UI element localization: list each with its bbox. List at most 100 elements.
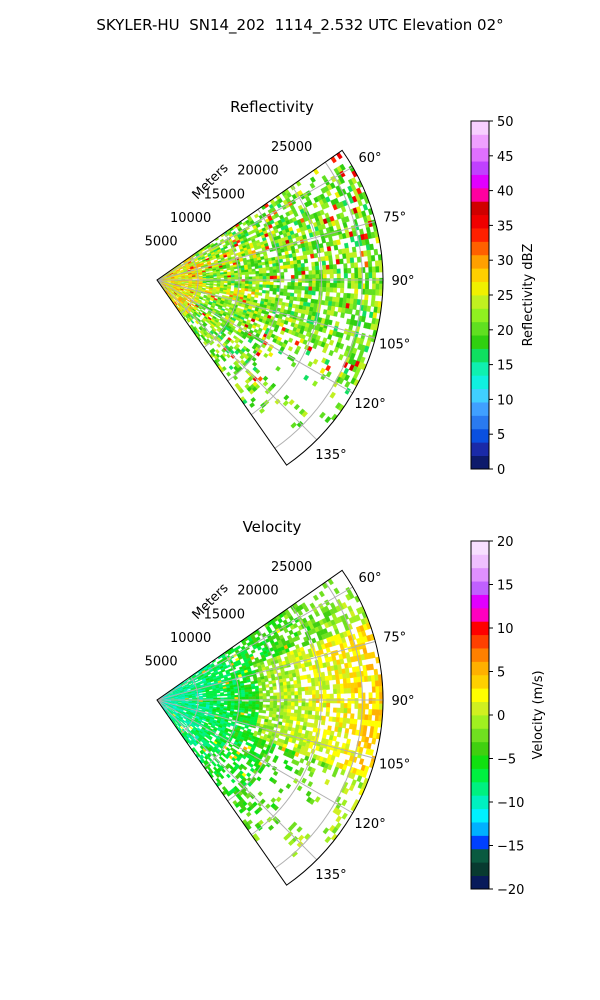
radar-cell: [333, 311, 338, 317]
radar-cell: [251, 291, 256, 295]
colorbar-segment: [471, 201, 489, 216]
radar-cell: [307, 290, 313, 296]
radar-cell: [226, 708, 231, 712]
radar-cell: [364, 714, 369, 721]
radar-cell: [223, 277, 228, 280]
radar-cell: [332, 707, 338, 713]
radar-cell: [248, 694, 253, 697]
radar-cell: [325, 711, 330, 717]
radar-cell: [269, 686, 274, 691]
radar-cell: [335, 815, 342, 823]
radar-cell: [335, 679, 341, 685]
radar-cell: [319, 247, 325, 253]
radar-cell: [339, 683, 344, 689]
radar-cell: [248, 271, 253, 275]
radar-cell: [283, 712, 288, 717]
radar-cell: [252, 693, 256, 697]
radar-cell: [353, 718, 358, 725]
panel-title: Reflectivity: [230, 98, 314, 116]
radar-cell: [368, 697, 373, 704]
radar-cell: [379, 277, 384, 285]
radar-cell: [184, 285, 189, 288]
radar-cell: [296, 259, 302, 265]
radar-cell: [248, 706, 253, 710]
radar-cell: [233, 266, 238, 270]
radar-cell: [266, 284, 271, 289]
radar-cell: [248, 283, 253, 287]
radar-cell: [294, 282, 299, 287]
radar-cell: [279, 291, 284, 296]
radar-cell: [340, 312, 345, 319]
radar-cell: [186, 318, 190, 323]
radar-cell: [304, 266, 309, 272]
colorbar-segment: [471, 415, 489, 430]
radar-cell: [357, 267, 362, 274]
radar-cell: [318, 590, 325, 598]
radar-cell: [279, 714, 284, 719]
radar-cell: [245, 281, 249, 285]
radar-cell: [293, 680, 298, 685]
radar-cell: [329, 287, 334, 293]
radar-cell: [354, 288, 359, 295]
radar-cell: [366, 249, 372, 257]
radar-cell: [305, 278, 309, 283]
radar-cell: [226, 371, 232, 377]
radar-cell: [228, 743, 233, 748]
radar-cell: [343, 273, 348, 279]
colorbar-tick-label: 15: [497, 359, 514, 374]
radar-cell: [322, 282, 327, 288]
radar-cell: [287, 691, 292, 696]
radar-cell: [240, 726, 245, 731]
radar-cell: [213, 696, 218, 699]
radar-cell: [351, 278, 355, 284]
radar-cell: [357, 283, 362, 290]
angle-tick-label: 105°: [379, 338, 410, 353]
radar-cell: [347, 708, 352, 714]
radar-cell: [344, 728, 350, 734]
radar-cell: [251, 268, 256, 272]
angle-tick-label: 120°: [354, 397, 385, 412]
radar-cell: [325, 748, 331, 755]
radar-cell: [259, 273, 264, 277]
radar-cell: [234, 701, 239, 704]
radar-cell: [357, 752, 363, 759]
radar-cell: [333, 698, 338, 704]
radar-cell: [336, 268, 341, 274]
radar-cell: [325, 291, 330, 297]
radar-cell: [258, 690, 263, 694]
radar-cell: [354, 698, 359, 704]
radar-cell: [293, 403, 301, 411]
radar-cell: [328, 236, 333, 242]
radar-cell: [312, 594, 319, 602]
radar-cell: [256, 776, 262, 782]
radar-cell: [315, 274, 320, 279]
radar-cell: [246, 772, 252, 778]
radar-cell: [344, 380, 351, 389]
radar-cell: [307, 294, 312, 300]
radar-cell: [216, 277, 221, 280]
radar-cell: [311, 266, 316, 271]
radar-cell: [305, 274, 309, 279]
radar-cell: [297, 687, 302, 692]
radar-cell: [230, 703, 235, 706]
radar-cell: [307, 780, 314, 788]
radar-cell: [367, 714, 373, 721]
radar-cell: [368, 289, 373, 296]
radar-cell: [234, 690, 239, 694]
radar-cell: [251, 704, 256, 708]
radar-cell: [312, 702, 317, 708]
radar-cell: [288, 337, 294, 343]
radar-cell: [177, 277, 182, 279]
radar-cell: [322, 269, 327, 275]
radar-cell: [332, 296, 337, 303]
radar-cell: [340, 283, 345, 289]
radar-cell: [325, 707, 331, 713]
radar-cell: [227, 697, 232, 700]
radar-cell: [286, 264, 291, 269]
radar-cell: [364, 283, 369, 290]
radar-cell: [272, 269, 277, 274]
radar-cell: [241, 696, 246, 700]
radar-cell: [283, 688, 288, 693]
radar-cell: [343, 712, 348, 719]
radar-cell: [343, 708, 348, 714]
